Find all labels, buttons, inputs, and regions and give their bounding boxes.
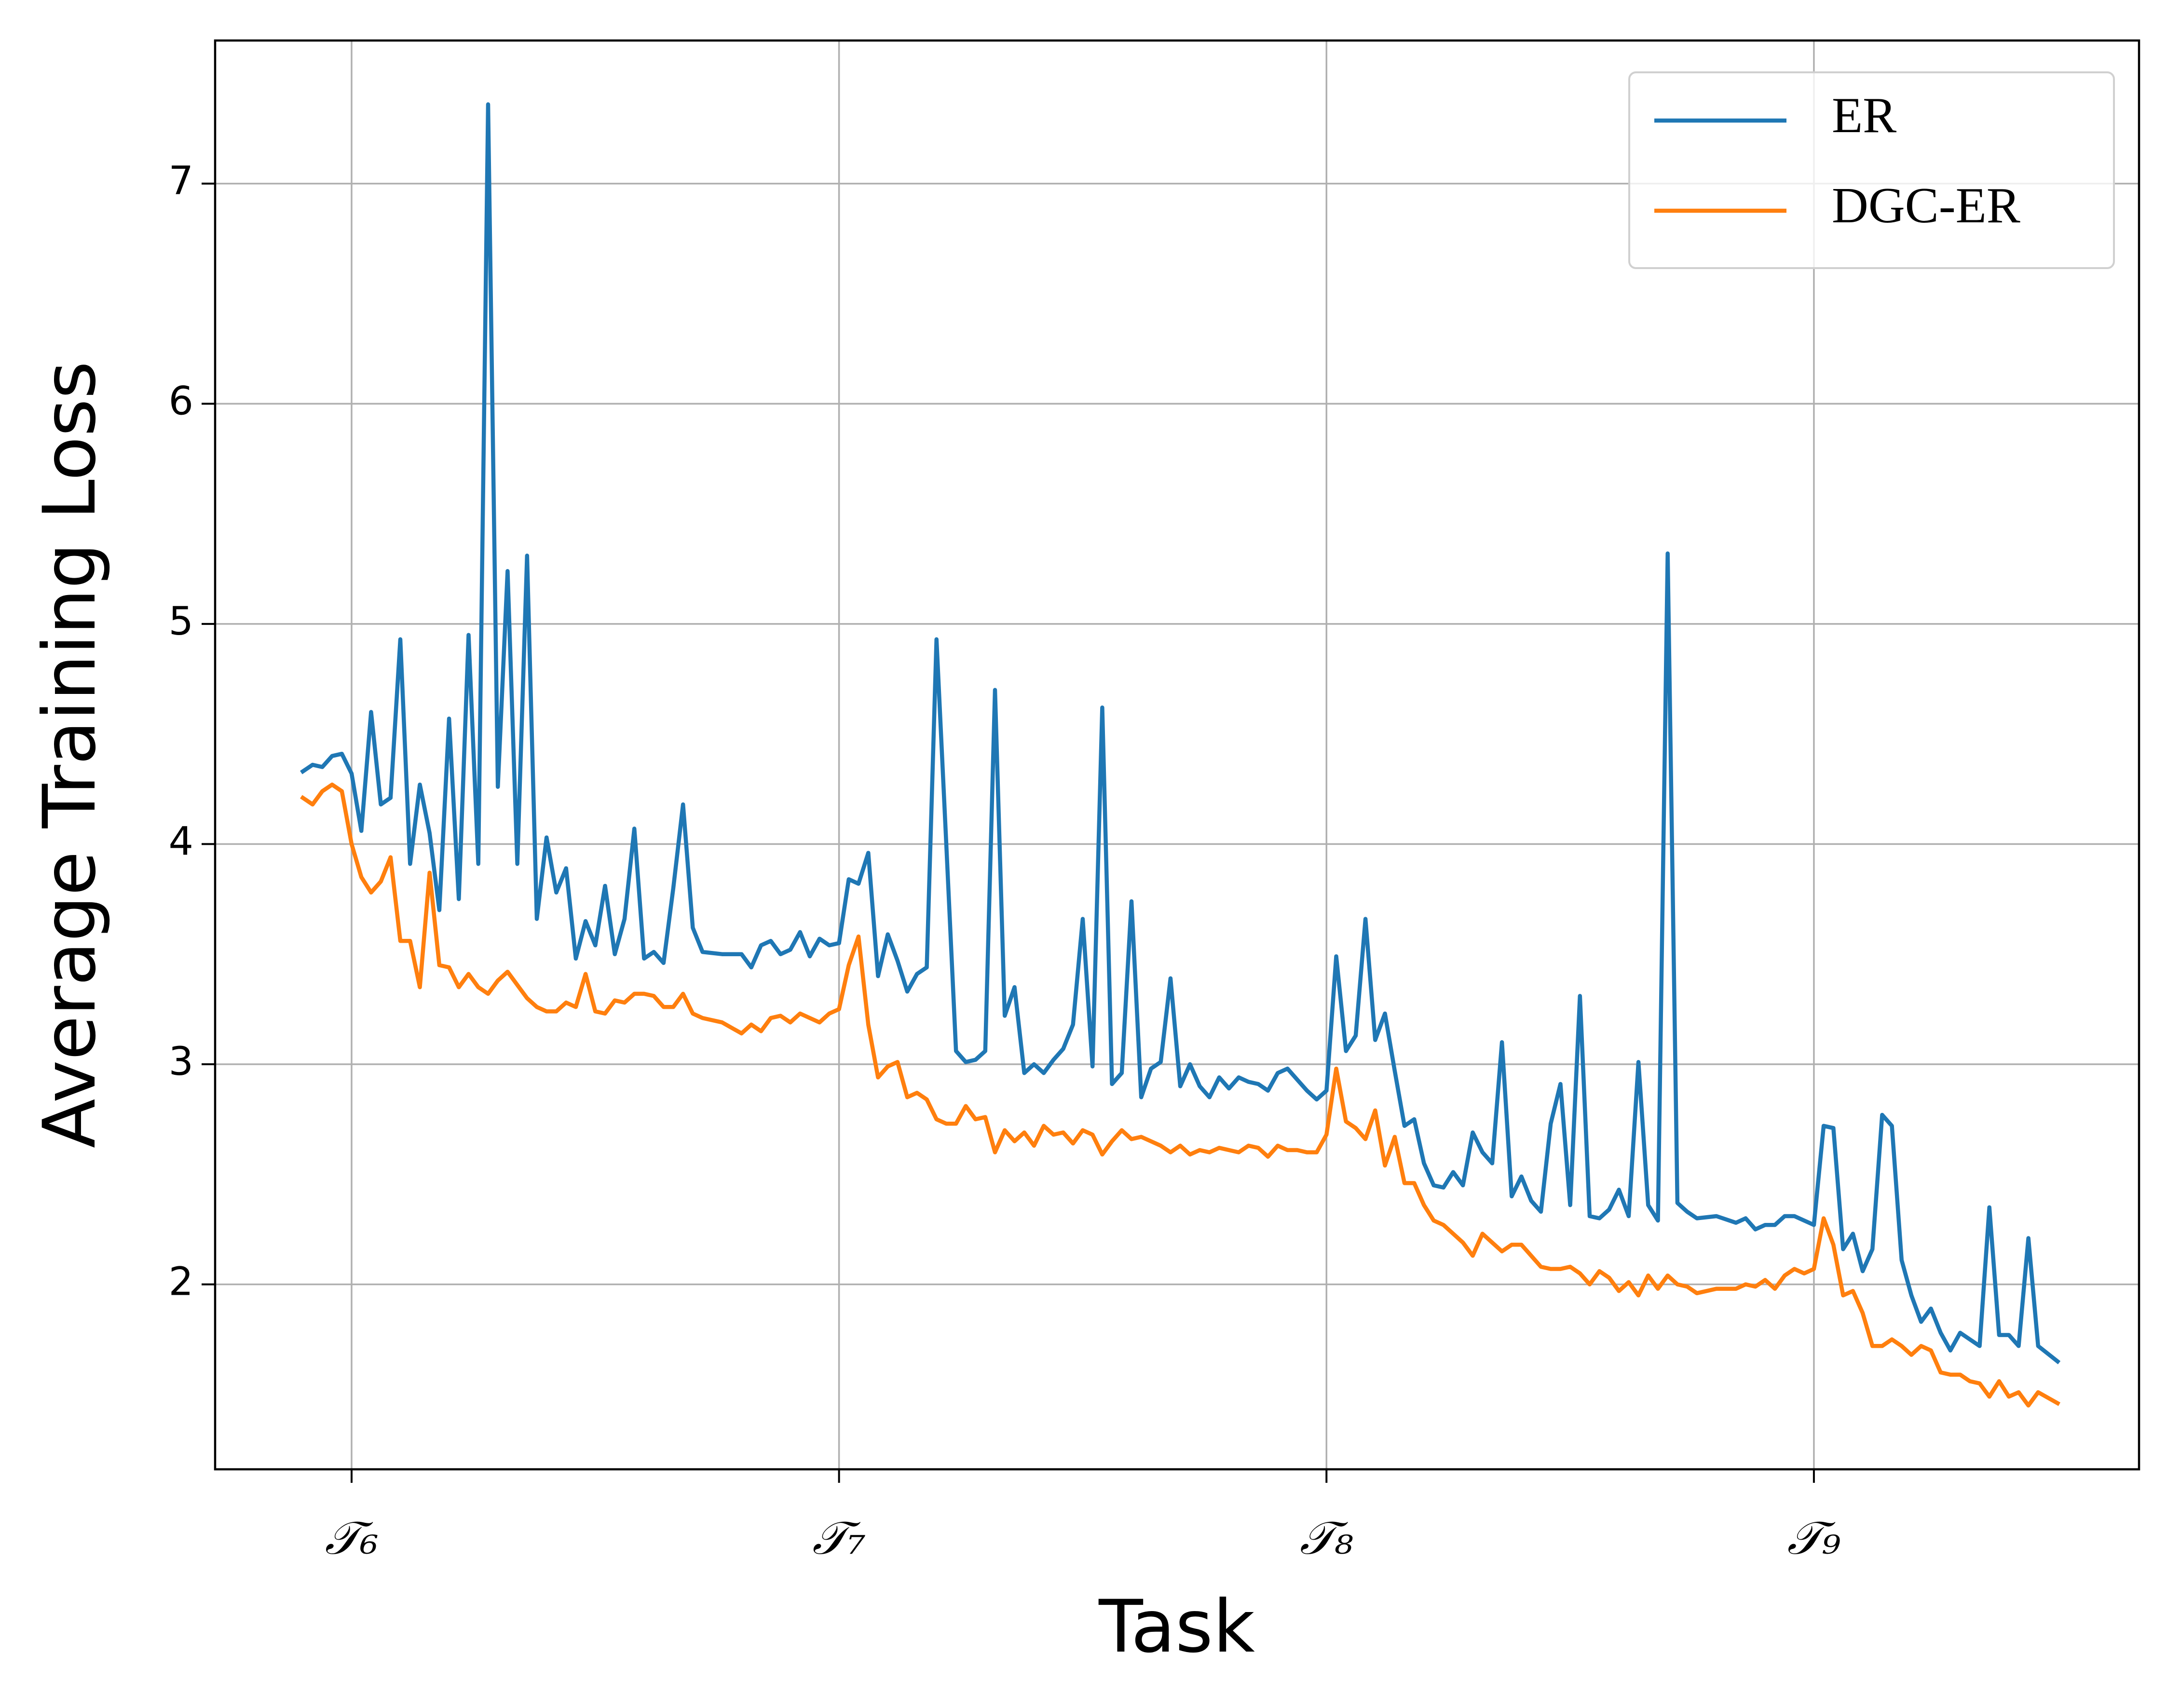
x-tick-label: 𝒯₆	[325, 1512, 379, 1565]
y-tick-label: 6	[168, 379, 193, 424]
y-tick-label: 2	[168, 1259, 193, 1304]
series-line	[300, 782, 2060, 1408]
ticks: 2 3 4 5 6 7 𝒯₆ 𝒯₇ 𝒯₈ 𝒯₉	[168, 159, 1840, 1565]
series-line	[300, 102, 2061, 1365]
x-tick-label: 𝒯₈	[1300, 1512, 1353, 1565]
y-tick-label: 5	[168, 599, 193, 644]
legend-label: ER	[1832, 87, 1896, 143]
y-axis-label: Average Training Loss	[28, 361, 112, 1148]
legend: ER DGC-ER	[1628, 71, 2115, 269]
x-tick-label: 𝒯₇	[812, 1512, 866, 1565]
legend-label: DGC-ER	[1832, 177, 2020, 233]
plot-lines	[300, 102, 2061, 1408]
y-tick-label: 4	[168, 819, 193, 864]
x-tick-label: 𝒯₉	[1787, 1512, 1840, 1565]
x-axis-label: Task	[1098, 1585, 1255, 1669]
plot-frame	[214, 39, 2140, 1471]
y-tick-label: 3	[168, 1039, 193, 1084]
y-tick-label: 7	[168, 159, 193, 204]
